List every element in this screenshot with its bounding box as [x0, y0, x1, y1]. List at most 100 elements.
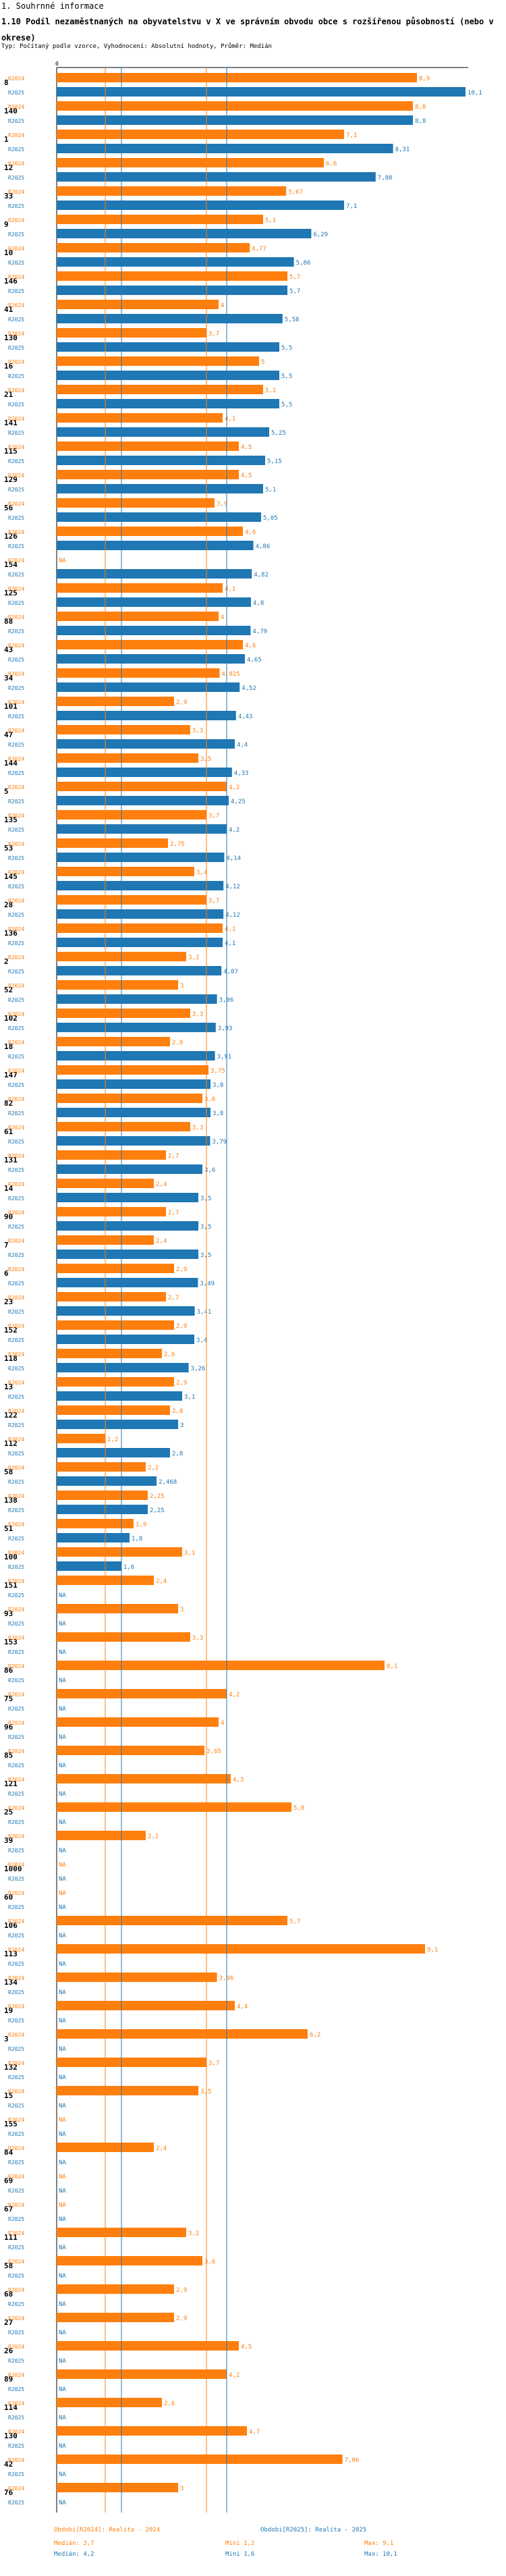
value-label: 10,1 — [468, 90, 482, 97]
series-label: R2025 — [8, 288, 24, 294]
bar-r2025 — [57, 1363, 189, 1372]
series-label: R2025 — [8, 1196, 24, 1202]
value-label: 5,7 — [289, 1918, 300, 1925]
category-label: 100 — [4, 1553, 18, 1561]
value-label: 3,96 — [219, 997, 234, 1004]
na-label: NA — [59, 2301, 66, 2308]
category-label: 12 — [4, 163, 13, 172]
value-label: 5,5 — [281, 402, 292, 408]
category-label: 41 — [4, 305, 13, 314]
series-label: R2025 — [8, 90, 24, 96]
value-label: 6,6 — [326, 161, 337, 167]
bar-r2024 — [57, 1661, 385, 1670]
category-label: 130 — [4, 2432, 18, 2440]
bar-r2024 — [57, 2001, 235, 2010]
value-label: 4,77 — [252, 246, 266, 252]
category-label: 51 — [4, 1524, 13, 1533]
value-label: 8,8 — [415, 118, 426, 125]
value-label: 3,91 — [217, 1054, 232, 1061]
value-label: 4,25 — [231, 799, 246, 805]
category-label: 144 — [4, 759, 18, 768]
bar-r2024 — [57, 413, 223, 423]
category-label: 114 — [4, 2403, 18, 2412]
bar-r2024 — [57, 612, 219, 621]
category-label: 53 — [4, 844, 13, 853]
na-label: NA — [59, 1933, 66, 1939]
bar-r2024 — [57, 271, 287, 281]
bar-r2024 — [57, 2313, 174, 2322]
na-label: NA — [59, 2273, 66, 2280]
series-label: R2025 — [8, 232, 24, 238]
value-label: 4,4 — [237, 742, 248, 749]
series-label: R2025 — [8, 1763, 24, 1769]
bar-r2025 — [57, 597, 251, 607]
bar-r2025 — [57, 1278, 198, 1287]
series-label: R2024 — [8, 387, 24, 394]
category-label: 85 — [4, 1751, 13, 1760]
series-label: R2025 — [8, 1451, 24, 1457]
max-2025-label: Max: 10,1 — [364, 2551, 397, 2558]
series-label: R2025 — [8, 2500, 24, 2506]
series-label: R2024 — [8, 189, 24, 195]
category-label: 8 — [4, 78, 9, 87]
series-label: R2025 — [8, 770, 24, 776]
series-label: R2025 — [8, 2301, 24, 2307]
na-label: NA — [59, 1862, 66, 1869]
category-label: 6 — [4, 1269, 9, 1278]
series-label: R2025 — [8, 1734, 24, 1740]
bar-r2025 — [57, 739, 235, 749]
na-label: NA — [59, 2500, 66, 2506]
category-label: 42 — [4, 2460, 13, 2469]
series-label: R2024 — [8, 161, 24, 167]
value-label: 3 — [180, 983, 184, 990]
bar-r2025 — [57, 1476, 157, 1486]
series-label: R2025 — [8, 515, 24, 521]
category-label: 3 — [4, 2035, 9, 2043]
series-label: R2025 — [8, 2330, 24, 2336]
series-label: R2025 — [8, 685, 24, 691]
bar-r2024 — [57, 2483, 178, 2492]
category-label: 23 — [4, 1297, 13, 1306]
category-label: 9 — [4, 220, 9, 229]
category-label: 129 — [4, 475, 18, 484]
na-label: NA — [59, 2103, 66, 2110]
value-label: 4,6 — [245, 643, 256, 649]
category-label: 84 — [4, 2148, 13, 2157]
bar-r2024 — [57, 73, 417, 82]
value-label: 2,468 — [159, 1479, 177, 1486]
series-label: R2024 — [8, 898, 24, 904]
bar-r2024 — [57, 810, 206, 820]
bar-r2024 — [57, 356, 259, 366]
value-label: 1,8 — [132, 1536, 142, 1542]
bar-r2025 — [57, 881, 224, 890]
category-label: 2 — [4, 957, 9, 966]
value-label: 4,1 — [225, 926, 235, 933]
bar-r2025 — [57, 427, 269, 437]
series-label: R2025 — [8, 317, 24, 323]
category-label: 21 — [4, 390, 13, 399]
series-label: R2025 — [8, 373, 24, 379]
category-label: 16 — [4, 362, 13, 371]
series-label: R2025 — [8, 260, 24, 266]
value-label: 4 — [221, 614, 224, 621]
bar-r2025 — [57, 1250, 198, 1259]
bar-r2025 — [57, 853, 225, 862]
series-label: R2024 — [8, 1720, 24, 1726]
series-label: R2025 — [8, 2074, 24, 2081]
median-2024-label: Medián: 3,7 — [54, 2540, 94, 2547]
value-label: 4,3 — [233, 1777, 244, 1783]
value-label: 4,52 — [242, 685, 256, 692]
series-label: R2024 — [8, 2004, 24, 2010]
series-label: R2025 — [8, 118, 24, 124]
bar-r2025 — [57, 711, 236, 720]
value-label: 5,8 — [293, 1805, 304, 1812]
series-label: R2024 — [8, 2117, 24, 2123]
bar-r2024 — [57, 1377, 174, 1387]
value-label: 4,07 — [223, 969, 238, 975]
series-label: R2025 — [8, 1422, 24, 1428]
category-label: 39 — [4, 1836, 13, 1845]
value-label: 3,2 — [188, 955, 199, 961]
na-label: NA — [59, 2174, 66, 2180]
series-label: R2024 — [8, 1125, 24, 1131]
category-label: 13 — [4, 1383, 13, 1391]
